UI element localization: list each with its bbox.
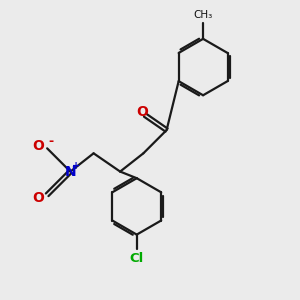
Text: +: +: [72, 160, 80, 171]
Text: CH₃: CH₃: [194, 10, 213, 20]
Text: -: -: [49, 134, 54, 148]
Text: O: O: [32, 140, 44, 153]
Text: Cl: Cl: [130, 252, 144, 265]
Text: O: O: [32, 191, 44, 205]
Text: O: O: [136, 105, 148, 119]
Text: N: N: [64, 165, 76, 178]
